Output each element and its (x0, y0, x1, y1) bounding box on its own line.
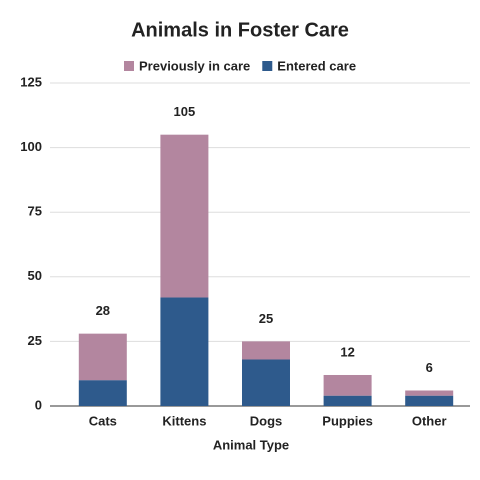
y-tick-label: 50 (28, 268, 42, 283)
bar-segment (405, 395, 454, 406)
legend-label: Previously in care (139, 58, 250, 73)
y-tick-label: 75 (28, 204, 42, 219)
bar-segment (160, 297, 209, 406)
x-tick-label: Cats (89, 413, 117, 428)
total-label: 6 (426, 360, 433, 375)
bar-segment (78, 380, 127, 406)
bar-segment (323, 395, 372, 406)
y-tick-label: 25 (28, 333, 42, 348)
bar-segment (242, 341, 290, 360)
total-label: 25 (259, 311, 273, 326)
bar-segment (323, 374, 372, 396)
x-tick-label: Other (412, 413, 447, 428)
legend-swatch (262, 61, 273, 71)
total-label: 105 (174, 104, 196, 119)
x-tick-label: Puppies (322, 413, 373, 428)
x-tick-label: Dogs (250, 413, 283, 428)
x-axis-title: Animal Type (213, 437, 289, 452)
bar-segment (78, 333, 127, 381)
y-tick-label: 100 (20, 139, 42, 154)
y-tick-label: 0 (35, 397, 42, 412)
y-tick-label: 125 (20, 74, 42, 89)
chart-title: Animals in Foster Care (131, 19, 349, 41)
legend-label: Entered care (277, 58, 356, 73)
total-label: 28 (96, 303, 110, 318)
bar-segment (242, 359, 290, 406)
x-tick-label: Kittens (162, 413, 206, 428)
total-label: 12 (340, 344, 354, 359)
bar-segment (405, 390, 454, 396)
bar-segment (160, 134, 209, 298)
legend-swatch (124, 61, 134, 71)
